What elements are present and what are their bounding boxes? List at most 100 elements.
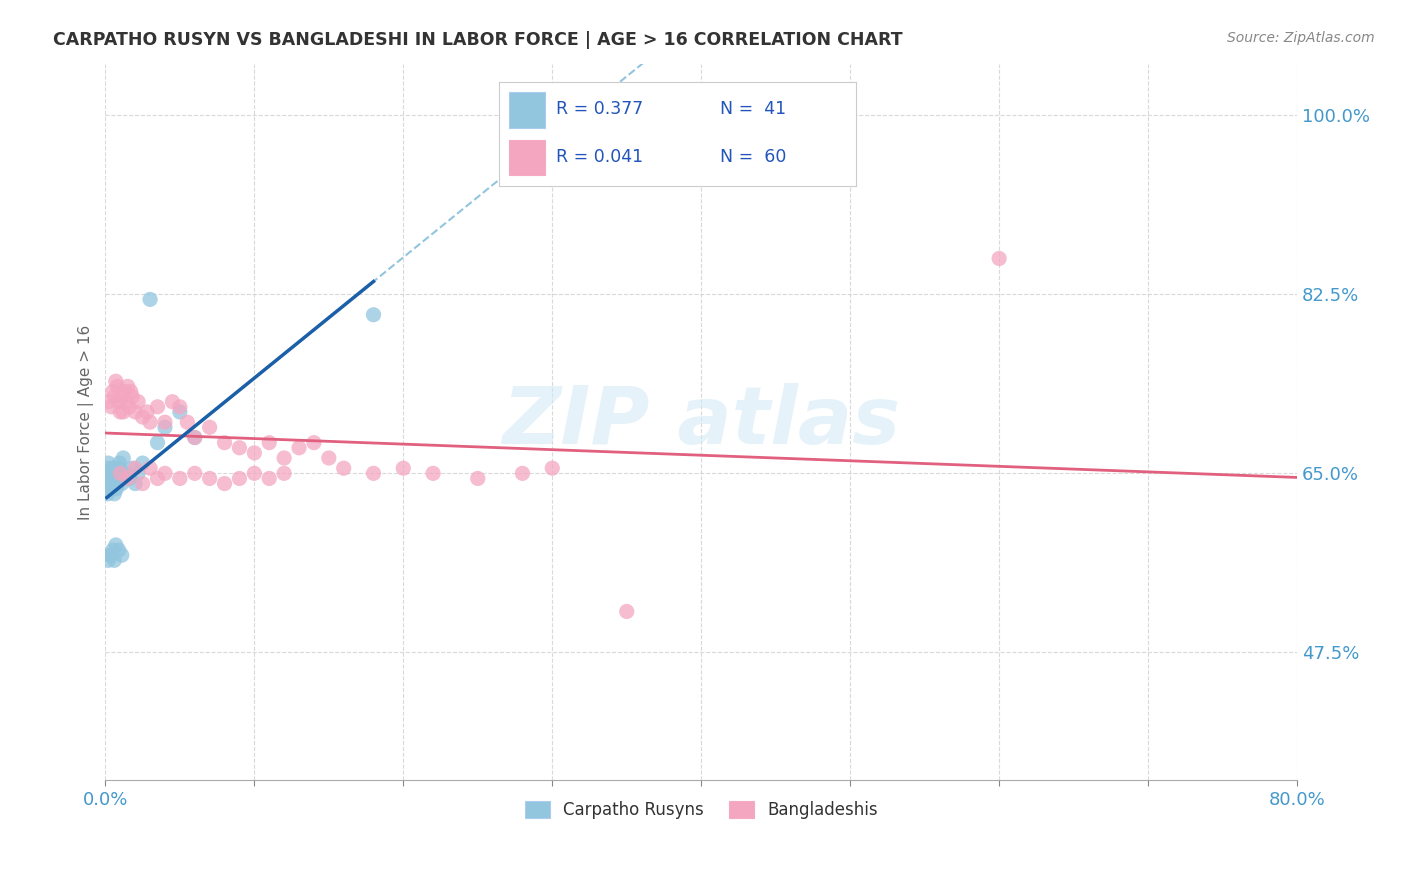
- Point: [257, 471, 280, 485]
- Point: [101, 384, 124, 399]
- Point: [139, 415, 162, 429]
- Point: [114, 384, 136, 399]
- Point: [302, 435, 325, 450]
- Point: [97, 394, 120, 409]
- Point: [97, 456, 120, 470]
- Point: [98, 461, 121, 475]
- Point: [98, 476, 121, 491]
- Point: [228, 441, 250, 455]
- Point: [153, 415, 176, 429]
- Point: [110, 467, 132, 481]
- Point: [363, 308, 385, 322]
- Point: [97, 553, 120, 567]
- Point: [105, 467, 128, 481]
- Point: [467, 471, 489, 485]
- Text: CARPATHO RUSYN VS BANGLADESHI IN LABOR FORCE | AGE > 16 CORRELATION CHART: CARPATHO RUSYN VS BANGLADESHI IN LABOR F…: [53, 31, 903, 49]
- Point: [107, 476, 129, 491]
- Legend: Carpatho Rusyns, Bangladeshis: Carpatho Rusyns, Bangladeshis: [517, 794, 884, 826]
- Point: [198, 471, 221, 485]
- Point: [169, 471, 191, 485]
- Point: [110, 405, 132, 419]
- Point: [288, 441, 311, 455]
- Point: [512, 467, 534, 481]
- Point: [153, 420, 176, 434]
- Text: Source: ZipAtlas.com: Source: ZipAtlas.com: [1227, 31, 1375, 45]
- Point: [146, 400, 169, 414]
- Point: [101, 461, 124, 475]
- Point: [228, 471, 250, 485]
- Point: [541, 461, 564, 475]
- Point: [112, 405, 135, 419]
- Point: [105, 482, 128, 496]
- Point: [392, 461, 415, 475]
- Point: [243, 446, 266, 460]
- Point: [100, 482, 122, 496]
- Point: [117, 471, 139, 485]
- Point: [273, 467, 295, 481]
- Point: [214, 476, 236, 491]
- Point: [146, 471, 169, 485]
- Point: [127, 467, 149, 481]
- Point: [988, 252, 1011, 266]
- Point: [318, 450, 340, 465]
- Point: [111, 476, 134, 491]
- Point: [117, 379, 139, 393]
- Point: [118, 400, 141, 414]
- Point: [107, 394, 129, 409]
- Point: [115, 394, 138, 409]
- Point: [332, 461, 354, 475]
- Point: [98, 548, 121, 562]
- Point: [214, 435, 236, 450]
- Point: [243, 467, 266, 481]
- Point: [105, 379, 128, 393]
- Point: [169, 400, 191, 414]
- Point: [616, 605, 638, 619]
- Point: [184, 467, 207, 481]
- Point: [103, 553, 125, 567]
- Point: [184, 431, 207, 445]
- Point: [139, 461, 162, 475]
- Point: [131, 410, 153, 425]
- Point: [101, 476, 124, 491]
- Point: [100, 548, 122, 562]
- Point: [104, 467, 127, 481]
- Point: [110, 467, 132, 481]
- Point: [100, 400, 122, 414]
- Point: [108, 456, 131, 470]
- Point: [127, 394, 149, 409]
- Point: [107, 461, 129, 475]
- Point: [96, 471, 118, 485]
- Point: [124, 461, 146, 475]
- Point: [104, 538, 127, 552]
- Point: [103, 471, 125, 485]
- Point: [198, 420, 221, 434]
- Point: [104, 471, 127, 485]
- Point: [363, 467, 385, 481]
- Point: [131, 476, 153, 491]
- Point: [184, 431, 207, 445]
- Point: [103, 390, 125, 404]
- Point: [100, 467, 122, 481]
- Point: [103, 487, 125, 501]
- Point: [97, 487, 120, 501]
- Point: [139, 293, 162, 307]
- Point: [422, 467, 444, 481]
- Y-axis label: In Labor Force | Age > 16: In Labor Force | Age > 16: [79, 325, 94, 520]
- Point: [111, 548, 134, 562]
- Point: [121, 461, 143, 475]
- Point: [124, 405, 146, 419]
- Point: [115, 467, 138, 481]
- Point: [162, 394, 184, 409]
- Point: [169, 405, 191, 419]
- Point: [121, 390, 143, 404]
- Point: [107, 543, 129, 558]
- Point: [176, 415, 198, 429]
- Point: [124, 476, 146, 491]
- Point: [101, 543, 124, 558]
- Point: [153, 467, 176, 481]
- Point: [131, 456, 153, 470]
- Point: [257, 435, 280, 450]
- Point: [273, 450, 295, 465]
- Point: [104, 374, 127, 388]
- Text: ZIP atlas: ZIP atlas: [502, 384, 900, 461]
